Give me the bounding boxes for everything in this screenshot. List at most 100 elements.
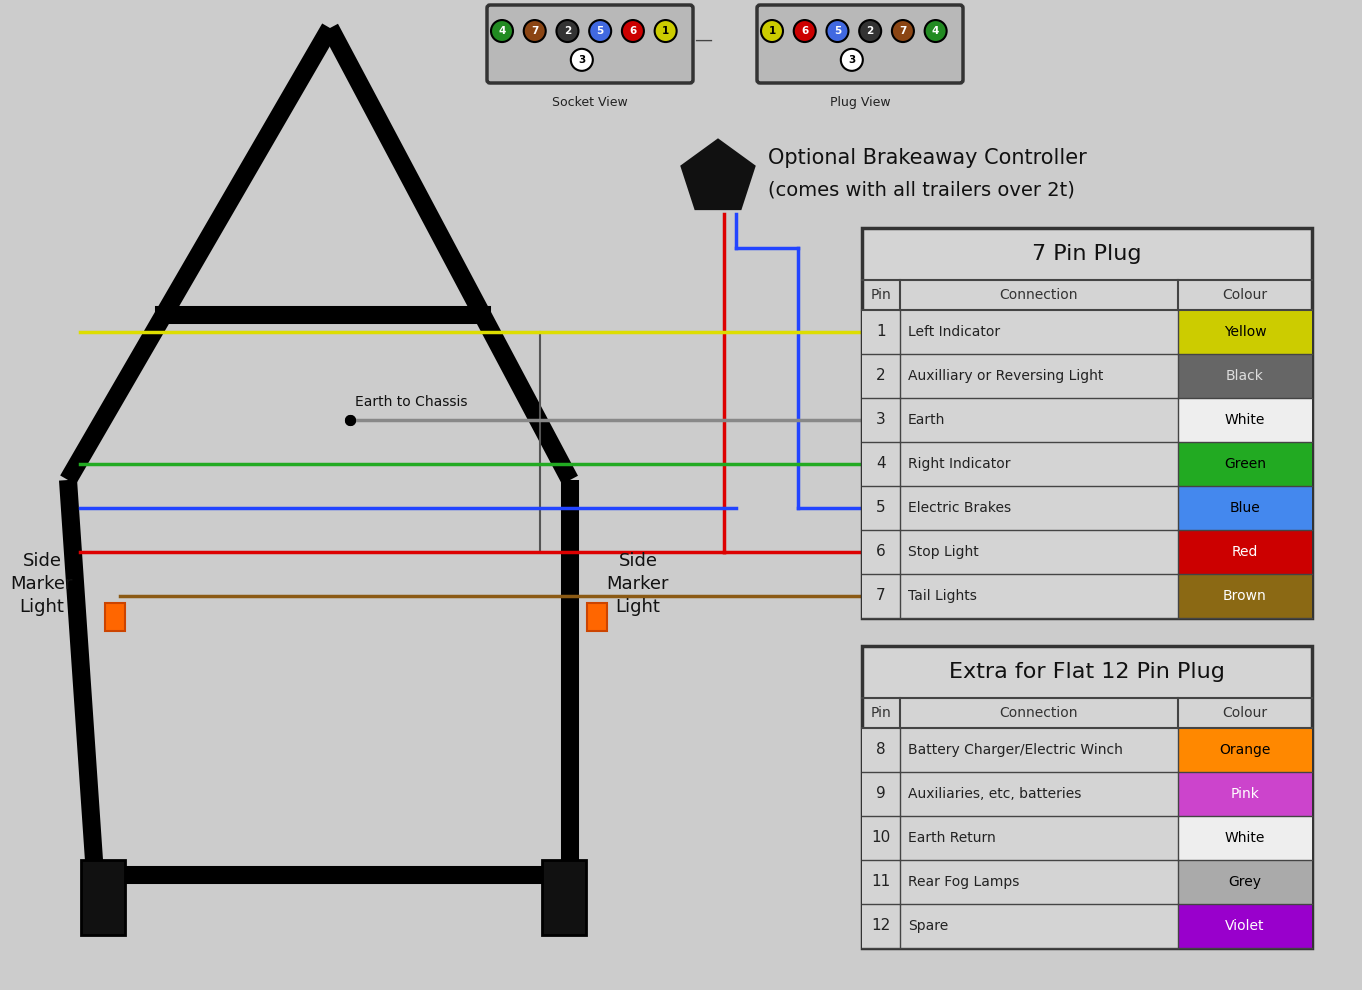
Text: Green: Green: [1224, 457, 1267, 471]
FancyBboxPatch shape: [1178, 398, 1312, 442]
FancyBboxPatch shape: [488, 5, 693, 83]
Text: 5: 5: [597, 26, 603, 36]
FancyBboxPatch shape: [862, 816, 1312, 860]
Text: Auxilliary or Reversing Light: Auxilliary or Reversing Light: [908, 369, 1103, 383]
Text: Red: Red: [1231, 545, 1258, 559]
FancyBboxPatch shape: [1178, 772, 1312, 816]
Text: 5: 5: [876, 501, 885, 516]
Text: Colour: Colour: [1223, 288, 1268, 302]
Text: 2: 2: [564, 26, 571, 36]
Circle shape: [827, 20, 849, 42]
Text: Earth: Earth: [908, 413, 945, 427]
Text: —: —: [695, 31, 712, 49]
Text: Pin: Pin: [870, 288, 891, 302]
Circle shape: [859, 20, 881, 42]
Circle shape: [925, 20, 947, 42]
Text: Colour: Colour: [1223, 706, 1268, 720]
Text: Optional Brakeaway Controller: Optional Brakeaway Controller: [768, 148, 1087, 168]
FancyBboxPatch shape: [1178, 860, 1312, 904]
Text: Violet: Violet: [1226, 919, 1265, 933]
Circle shape: [794, 20, 816, 42]
Text: Orange: Orange: [1219, 743, 1271, 757]
FancyBboxPatch shape: [80, 860, 125, 935]
Text: Side
Marker
Light: Side Marker Light: [606, 552, 669, 616]
Text: Black: Black: [1226, 369, 1264, 383]
FancyBboxPatch shape: [1178, 530, 1312, 574]
Text: 7 Pin Plug: 7 Pin Plug: [1032, 244, 1141, 264]
Text: Left Indicator: Left Indicator: [908, 325, 1000, 339]
Circle shape: [655, 20, 677, 42]
Text: Connection: Connection: [1000, 288, 1079, 302]
FancyBboxPatch shape: [862, 904, 1312, 948]
Text: 7: 7: [876, 588, 885, 604]
Text: 4: 4: [932, 26, 940, 36]
Text: Extra for Flat 12 Pin Plug: Extra for Flat 12 Pin Plug: [949, 662, 1224, 682]
Text: Right Indicator: Right Indicator: [908, 457, 1011, 471]
Text: Battery Charger/Electric Winch: Battery Charger/Electric Winch: [908, 743, 1122, 757]
Circle shape: [557, 20, 579, 42]
Text: 12: 12: [872, 919, 891, 934]
Text: White: White: [1224, 831, 1265, 845]
FancyBboxPatch shape: [862, 530, 1312, 574]
Text: 8: 8: [876, 742, 885, 757]
FancyBboxPatch shape: [862, 398, 1312, 442]
FancyBboxPatch shape: [862, 574, 1312, 618]
FancyBboxPatch shape: [542, 860, 586, 935]
FancyBboxPatch shape: [105, 603, 125, 631]
FancyBboxPatch shape: [1178, 904, 1312, 948]
Circle shape: [571, 49, 592, 71]
Text: 3: 3: [849, 54, 855, 64]
FancyBboxPatch shape: [862, 442, 1312, 486]
Text: 2: 2: [876, 368, 885, 383]
Text: Rear Fog Lamps: Rear Fog Lamps: [908, 875, 1019, 889]
Text: Spare: Spare: [908, 919, 948, 933]
Text: Auxiliaries, etc, batteries: Auxiliaries, etc, batteries: [908, 787, 1081, 801]
Text: Grey: Grey: [1229, 875, 1261, 889]
Text: Yellow: Yellow: [1223, 325, 1267, 339]
Text: 6: 6: [629, 26, 636, 36]
Circle shape: [761, 20, 783, 42]
Circle shape: [622, 20, 644, 42]
Text: 6: 6: [801, 26, 809, 36]
Text: 3: 3: [579, 54, 586, 64]
Text: Plug View: Plug View: [829, 96, 891, 109]
FancyBboxPatch shape: [862, 772, 1312, 816]
FancyBboxPatch shape: [862, 354, 1312, 398]
FancyBboxPatch shape: [1178, 816, 1312, 860]
Text: Brown: Brown: [1223, 589, 1267, 603]
Text: Connection: Connection: [1000, 706, 1079, 720]
Circle shape: [490, 20, 513, 42]
FancyBboxPatch shape: [587, 603, 607, 631]
FancyBboxPatch shape: [1178, 728, 1312, 772]
FancyBboxPatch shape: [1178, 354, 1312, 398]
Text: Pin: Pin: [870, 706, 891, 720]
FancyBboxPatch shape: [862, 860, 1312, 904]
FancyBboxPatch shape: [862, 486, 1312, 530]
FancyBboxPatch shape: [862, 310, 1312, 354]
Text: Side
Marker
Light: Side Marker Light: [11, 552, 74, 616]
Text: Socket View: Socket View: [552, 96, 628, 109]
FancyBboxPatch shape: [1178, 574, 1312, 618]
FancyBboxPatch shape: [862, 228, 1312, 618]
FancyBboxPatch shape: [862, 646, 1312, 948]
Text: 4: 4: [876, 456, 885, 471]
Circle shape: [590, 20, 612, 42]
Text: (comes with all trailers over 2t): (comes with all trailers over 2t): [768, 180, 1075, 200]
Text: 10: 10: [872, 831, 891, 845]
Text: 4: 4: [498, 26, 505, 36]
FancyBboxPatch shape: [1178, 486, 1312, 530]
Text: Earth to Chassis: Earth to Chassis: [355, 395, 467, 409]
Text: 5: 5: [834, 26, 842, 36]
Circle shape: [840, 49, 862, 71]
Circle shape: [892, 20, 914, 42]
Text: 9: 9: [876, 786, 885, 802]
Text: 1: 1: [662, 26, 669, 36]
Text: 11: 11: [872, 874, 891, 889]
Text: Blue: Blue: [1230, 501, 1260, 515]
Text: Stop Light: Stop Light: [908, 545, 979, 559]
Text: Pink: Pink: [1230, 787, 1260, 801]
FancyBboxPatch shape: [862, 728, 1312, 772]
Text: Tail Lights: Tail Lights: [908, 589, 977, 603]
Text: 1: 1: [768, 26, 775, 36]
Text: White: White: [1224, 413, 1265, 427]
